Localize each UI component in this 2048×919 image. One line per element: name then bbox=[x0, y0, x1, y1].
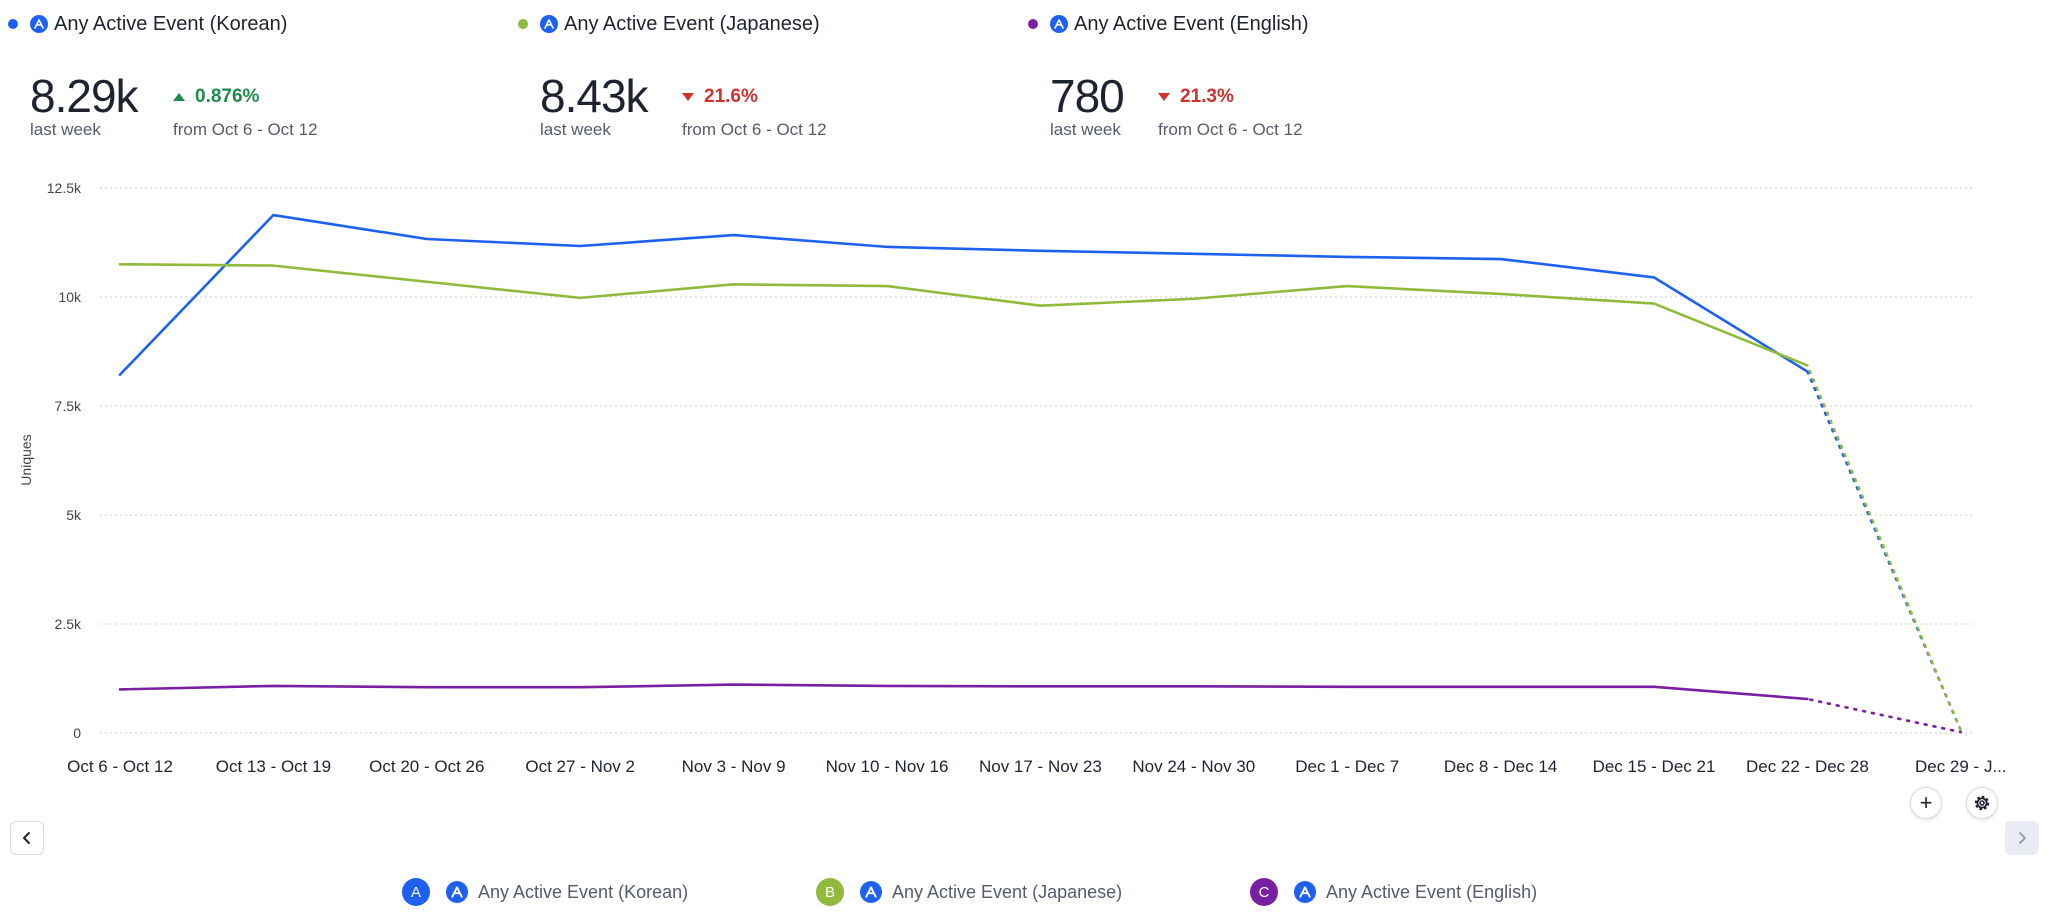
plus-icon: + bbox=[1919, 790, 1933, 815]
y-tick-label: 2.5k bbox=[55, 616, 82, 632]
x-tick-label: Nov 3 - Nov 9 bbox=[682, 757, 786, 776]
segment-label: Any Active Event (English) bbox=[1326, 881, 1538, 902]
series-dot-icon bbox=[8, 19, 18, 29]
series-incomplete-line-3 bbox=[1806, 697, 1963, 734]
legend-item-korean[interactable]: Any Active Event (Korean) bbox=[8, 10, 287, 38]
x-tick-label: Dec 8 - Dec 14 bbox=[1444, 757, 1557, 776]
segment-label: Any Active Event (Japanese) bbox=[892, 881, 1123, 902]
chart-legend-top: Any Active Event (Korean) Any Active Eve… bbox=[0, 10, 2048, 40]
scroll-left-button[interactable] bbox=[10, 821, 44, 855]
x-tick-label: Oct 13 - Oct 19 bbox=[216, 757, 331, 776]
segment-badge: A bbox=[402, 878, 430, 906]
series-dot-icon bbox=[1028, 19, 1038, 29]
kpi-period: last week bbox=[1050, 120, 1121, 139]
line-chart[interactable]: 0 2.5k 5k 7.5k 10k 12.5k Uniques Oct 6 - Oct 12… bbox=[0, 160, 2048, 780]
x-tick-label: Nov 10 - Nov 16 bbox=[826, 757, 949, 776]
series-incomplete-line-2 bbox=[1806, 364, 1963, 732]
kpi-value: 8.29k bbox=[30, 70, 139, 122]
kpi-comparison: from Oct 6 - Oct 12 bbox=[1158, 120, 1303, 139]
series-dot-icon bbox=[518, 19, 528, 29]
kpi-delta-value: 21.3% bbox=[1180, 86, 1234, 107]
legend-label: Any Active Event (Japanese) bbox=[564, 12, 820, 35]
kpi-period: last week bbox=[30, 120, 101, 139]
kpi-delta: 0.876% bbox=[173, 86, 259, 108]
kpi-korean: 8.29k last week 0.876% from Oct 6 - Oct … bbox=[30, 70, 318, 140]
amplitude-event-icon bbox=[540, 15, 558, 33]
segment-item-english[interactable]: C Any Active Event (English) bbox=[1250, 876, 1537, 908]
x-tick-label: Nov 17 - Nov 23 bbox=[979, 757, 1102, 776]
amplitude-event-icon bbox=[1050, 15, 1068, 33]
segment-badge: C bbox=[1250, 878, 1278, 906]
x-tick-label: Oct 27 - Nov 2 bbox=[525, 757, 635, 776]
x-tick-label: Dec 1 - Dec 7 bbox=[1295, 757, 1399, 776]
scroll-right-button[interactable] bbox=[2005, 821, 2039, 855]
trend-down-icon bbox=[1158, 93, 1170, 101]
kpi-delta-value: 0.876% bbox=[195, 86, 260, 107]
y-tick-label: 0 bbox=[73, 725, 81, 741]
x-tick-label: Dec 15 - Dec 21 bbox=[1593, 757, 1716, 776]
x-tick-label: Oct 20 - Oct 26 bbox=[369, 757, 484, 776]
kpi-period: last week bbox=[540, 120, 611, 139]
x-tick-label: Nov 24 - Nov 30 bbox=[1132, 757, 1255, 776]
kpi-value: 780 bbox=[1050, 70, 1125, 122]
series-line-3 bbox=[118, 683, 1809, 701]
kpi-comparison: from Oct 6 - Oct 12 bbox=[682, 120, 827, 139]
amplitude-event-icon bbox=[1294, 881, 1316, 903]
segment-label: Any Active Event (Korean) bbox=[478, 881, 689, 902]
gear-icon bbox=[1974, 795, 1990, 811]
series-line-2 bbox=[118, 263, 1809, 367]
kpi-english: 780 last week 21.3% from Oct 6 - Oct 12 bbox=[1050, 70, 1303, 140]
kpi-comparison: from Oct 6 - Oct 12 bbox=[173, 120, 318, 139]
x-tick-label: Dec 22 - Dec 28 bbox=[1746, 757, 1869, 776]
kpi-value: 8.43k bbox=[540, 70, 649, 122]
kpi-japanese: 8.43k last week 21.6% from Oct 6 - Oct 1… bbox=[540, 70, 827, 140]
legend-label: Any Active Event (Korean) bbox=[54, 12, 288, 35]
trend-up-icon bbox=[173, 93, 185, 101]
segment-item-japanese[interactable]: B Any Active Event (Japanese) bbox=[816, 876, 1122, 908]
legend-item-english[interactable]: Any Active Event (English) bbox=[1028, 10, 1309, 38]
y-tick-label: 10k bbox=[58, 289, 82, 305]
legend-item-japanese[interactable]: Any Active Event (Japanese) bbox=[518, 10, 820, 38]
chevron-right-icon bbox=[2019, 832, 2026, 844]
segment-item-korean[interactable]: A Any Active Event (Korean) bbox=[402, 876, 688, 908]
kpi-delta: 21.6% bbox=[682, 86, 758, 108]
y-axis-label: Uniques bbox=[18, 434, 34, 485]
legend-label: Any Active Event (English) bbox=[1074, 12, 1309, 35]
segment-legend: A Any Active Event (Korean) B Any Active… bbox=[0, 876, 2048, 908]
chevron-left-icon bbox=[23, 832, 30, 844]
series-incomplete-line-1 bbox=[1806, 370, 1963, 732]
kpi-delta: 21.3% bbox=[1158, 86, 1234, 108]
y-tick-label: 5k bbox=[66, 507, 82, 523]
trend-down-icon bbox=[682, 93, 694, 101]
series-line-1 bbox=[118, 213, 1809, 376]
segment-badge: B bbox=[816, 878, 844, 906]
chart-settings-button[interactable] bbox=[1966, 787, 1998, 819]
add-button[interactable]: + bbox=[1910, 787, 1942, 819]
amplitude-event-icon bbox=[860, 881, 882, 903]
amplitude-event-icon bbox=[30, 15, 48, 33]
x-tick-label: Dec 29 - J... bbox=[1915, 757, 2007, 776]
amplitude-event-icon bbox=[446, 881, 468, 903]
y-tick-label: 12.5k bbox=[47, 180, 82, 196]
x-tick-label: Oct 6 - Oct 12 bbox=[67, 757, 173, 776]
y-tick-label: 7.5k bbox=[55, 398, 82, 414]
kpi-delta-value: 21.6% bbox=[704, 86, 758, 107]
